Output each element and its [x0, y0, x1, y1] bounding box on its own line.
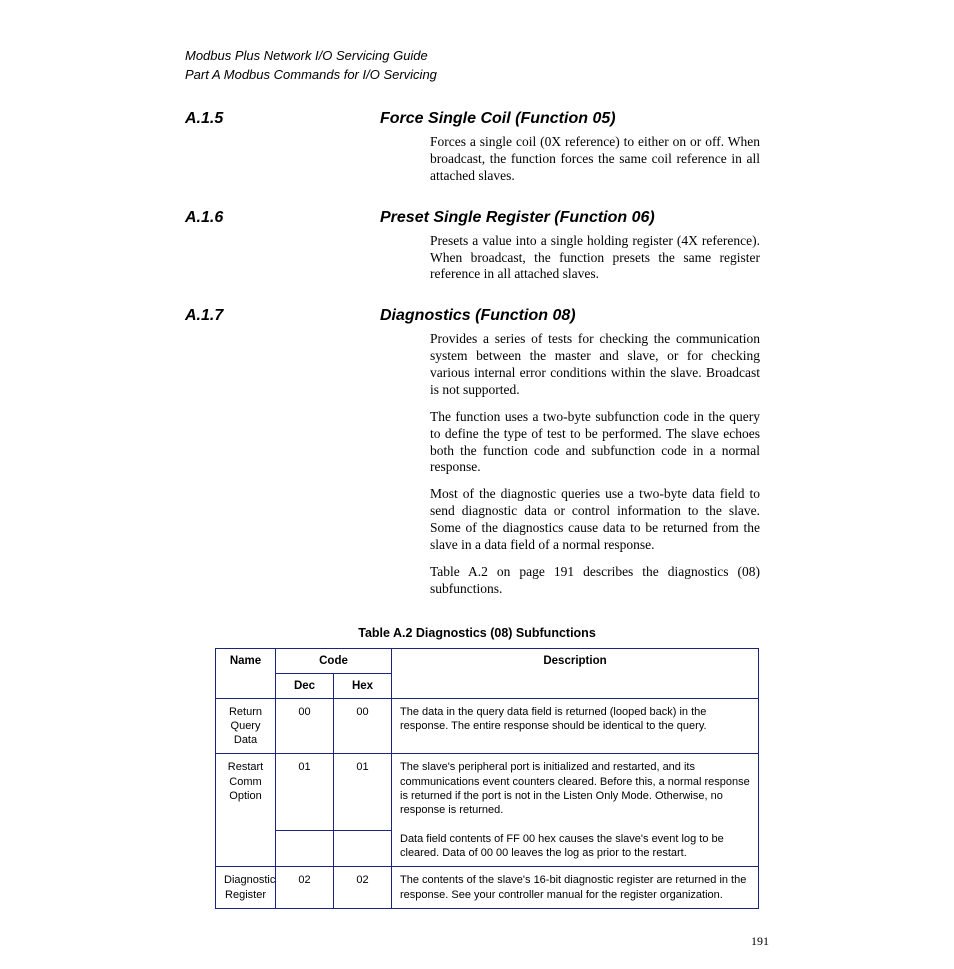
cell-desc: The slave's peripheral port is initializ…	[392, 754, 759, 867]
section-body: Presets a value into a single holding re…	[430, 233, 760, 284]
section-title: Diagnostics (Function 08)	[380, 307, 576, 325]
cell-name: Diagnostic Register	[216, 867, 276, 909]
paragraph: Table A.2 on page 191 describes the diag…	[430, 564, 760, 598]
cell-hex: 01	[334, 754, 392, 831]
cell-desc-bot: Data field contents of FF 00 hex causes …	[400, 833, 724, 859]
section-number: A.1.7	[185, 307, 380, 325]
book-title: Modbus Plus Network I/O Servicing Guide	[185, 48, 769, 63]
th-code: Code	[276, 648, 392, 673]
paragraph: The function uses a two-byte subfunction…	[430, 409, 760, 477]
cell-desc: The contents of the slave's 16-bit diagn…	[392, 867, 759, 909]
cell-hex: 02	[334, 867, 392, 909]
cell-dec	[276, 830, 334, 866]
table-row: Return Query Data 00 00 The data in the …	[216, 698, 759, 754]
th-dec: Dec	[276, 673, 334, 698]
cell-dec: 01	[276, 754, 334, 831]
paragraph: Forces a single coil (0X reference) to e…	[430, 134, 760, 185]
page: Modbus Plus Network I/O Servicing Guide …	[0, 0, 954, 969]
section-body: Provides a series of tests for checking …	[430, 331, 760, 597]
cell-dec: 00	[276, 698, 334, 754]
section-title: Force Single Coil (Function 05)	[380, 110, 616, 128]
table-row: Diagnostic Register 02 02 The contents o…	[216, 867, 759, 909]
paragraph: Provides a series of tests for checking …	[430, 331, 760, 399]
section-number: A.1.6	[185, 209, 380, 227]
cell-hex	[334, 830, 392, 866]
th-hex: Hex	[334, 673, 392, 698]
table-wrap: Name Code Description Dec Hex Return Que…	[215, 648, 759, 910]
cell-name: Restart Comm Option	[216, 754, 276, 867]
section-heading: A.1.6 Preset Single Register (Function 0…	[185, 209, 769, 227]
paragraph: Most of the diagnostic queries use a two…	[430, 486, 760, 554]
chapter-title: Part A Modbus Commands for I/O Servicing	[185, 67, 769, 82]
cell-desc-top: The slave's peripheral port is initializ…	[400, 761, 750, 816]
cell-desc: The data in the query data field is retu…	[392, 698, 759, 754]
section-body: Forces a single coil (0X reference) to e…	[430, 134, 760, 185]
cell-hex: 00	[334, 698, 392, 754]
table-caption: Table A.2 Diagnostics (08) Subfunctions	[185, 626, 769, 640]
table-row: Restart Comm Option 01 01 The slave's pe…	[216, 754, 759, 831]
section-number: A.1.5	[185, 110, 380, 128]
th-desc: Description	[392, 648, 759, 698]
section-heading: A.1.7 Diagnostics (Function 08)	[185, 307, 769, 325]
page-number: 191	[751, 934, 769, 949]
table-header-row: Name Code Description	[216, 648, 759, 673]
cell-name: Return Query Data	[216, 698, 276, 754]
section-heading: A.1.5 Force Single Coil (Function 05)	[185, 110, 769, 128]
section-title: Preset Single Register (Function 06)	[380, 209, 655, 227]
cell-dec: 02	[276, 867, 334, 909]
paragraph: Presets a value into a single holding re…	[430, 233, 760, 284]
th-name: Name	[216, 648, 276, 698]
diagnostics-table: Name Code Description Dec Hex Return Que…	[215, 648, 759, 910]
